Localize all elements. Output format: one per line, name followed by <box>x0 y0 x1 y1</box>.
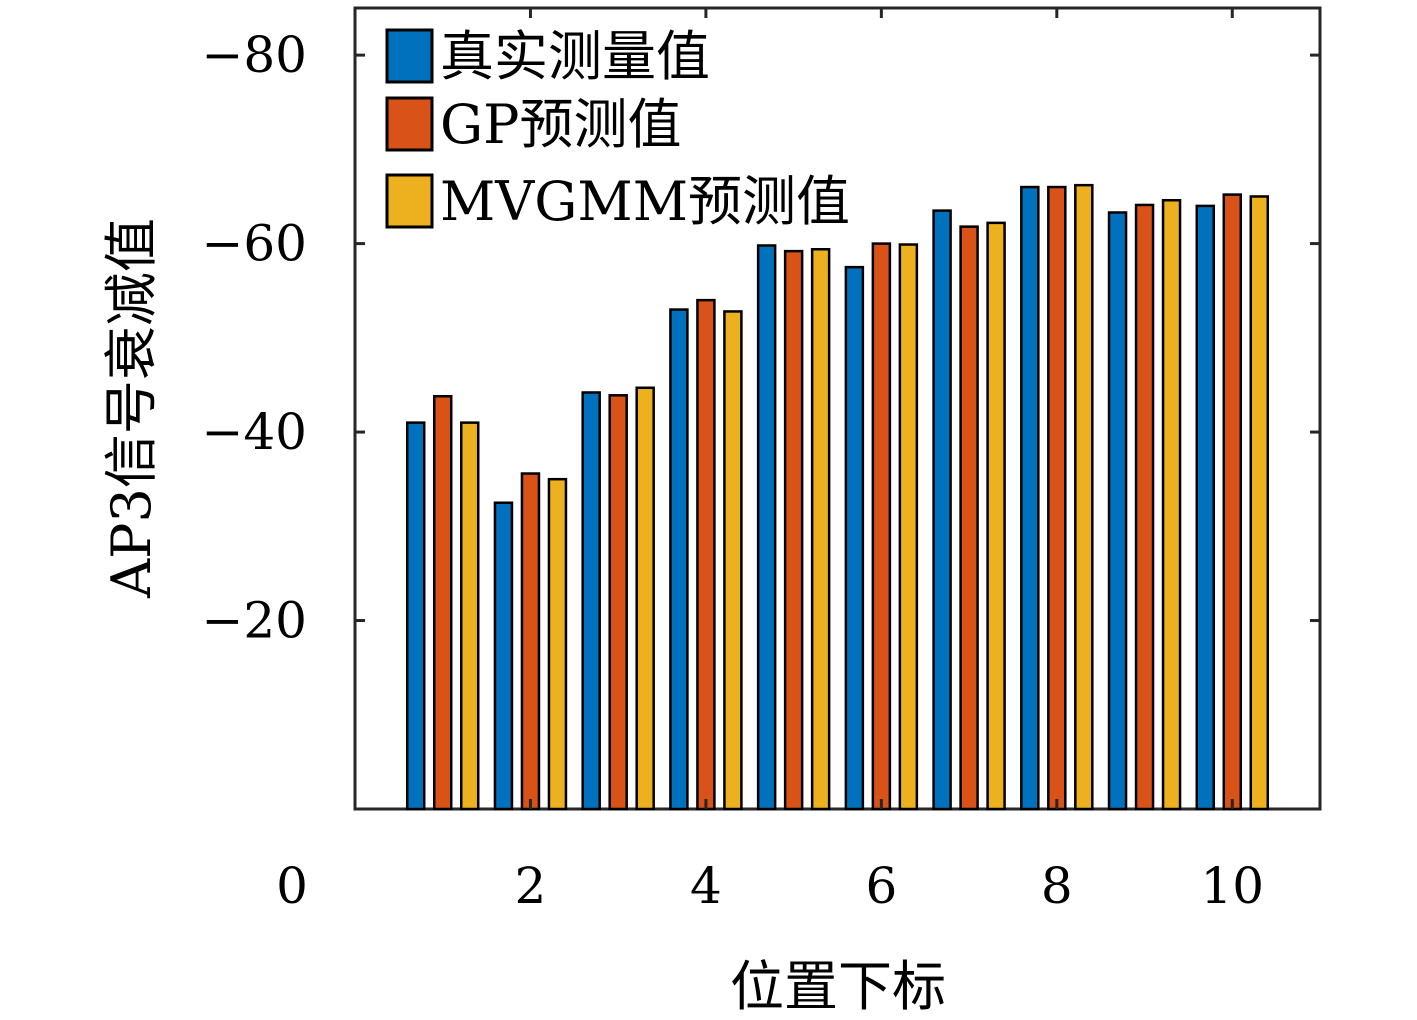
bar-s2-10 <box>1222 193 1243 811</box>
x-axis-title: 位置下标 <box>730 955 946 1018</box>
bar-s1-9 <box>1107 211 1128 811</box>
x-tick-label-8: 8 <box>1041 857 1073 915</box>
ticks-group <box>355 8 1320 809</box>
x-tick-label-6: 6 <box>865 857 897 915</box>
bar-s1-5 <box>756 244 777 811</box>
x-tick-label-10: 10 <box>1200 857 1264 915</box>
bar-s3-8 <box>1074 183 1094 811</box>
bar-s1-2 <box>493 501 514 811</box>
bar-s2-5 <box>783 249 804 811</box>
bar-s3-10 <box>1249 195 1270 811</box>
bar-s1-10 <box>1195 204 1216 811</box>
bar-s3-5 <box>810 247 831 811</box>
legend-label-1: 真实测量值 <box>440 25 710 88</box>
y-tick-label--40: −40 <box>201 403 307 461</box>
bar-s1-8 <box>1020 185 1040 811</box>
bar-s1-7 <box>932 209 952 811</box>
bar-s1-1 <box>405 421 426 811</box>
bar-s1-3 <box>581 391 601 811</box>
x-tick-label-2: 2 <box>515 857 547 915</box>
bar-s2-3 <box>608 394 628 811</box>
y-tick-labels: −20 −40 −60 −80 <box>201 26 307 649</box>
y-tick-label--80: −80 <box>201 26 307 84</box>
y-tick-label--20: −20 <box>201 592 307 650</box>
bar-s2-7 <box>959 225 979 811</box>
y-axis-title: AP3信号衰减值 <box>100 218 163 599</box>
legend-label-3: MVGMM预测值 <box>440 170 850 233</box>
legend-swatch-2 <box>385 96 434 152</box>
bar-s2-2 <box>520 472 541 811</box>
bar-s2-1 <box>432 394 453 811</box>
bar-s3-6 <box>898 243 919 811</box>
bar-s2-4 <box>696 298 716 811</box>
legend-label-2: GP预测值 <box>440 93 681 156</box>
bar-s2-9 <box>1134 203 1155 811</box>
bar-s3-2 <box>547 477 568 811</box>
bars-group <box>405 183 1270 811</box>
bar-s3-7 <box>986 221 1006 811</box>
x-tick-labels: 0 2 4 6 8 10 <box>276 857 1264 915</box>
plot-frame <box>353 6 1322 811</box>
legend-swatch-1 <box>385 28 434 84</box>
x-tick-label-0: 0 <box>276 857 308 915</box>
bar-s3-1 <box>459 421 480 811</box>
bar-s2-6 <box>871 242 892 811</box>
legend-swatch-3 <box>385 173 434 229</box>
bar-s1-6 <box>844 265 865 811</box>
bar-s3-4 <box>723 310 743 811</box>
bar-s2-8 <box>1047 185 1067 811</box>
bar-s1-4 <box>669 308 689 811</box>
x-tick-label-4: 4 <box>690 857 722 915</box>
bar-s3-3 <box>635 386 655 811</box>
y-tick-label--60: −60 <box>201 215 307 273</box>
bar-s3-9 <box>1161 198 1182 811</box>
